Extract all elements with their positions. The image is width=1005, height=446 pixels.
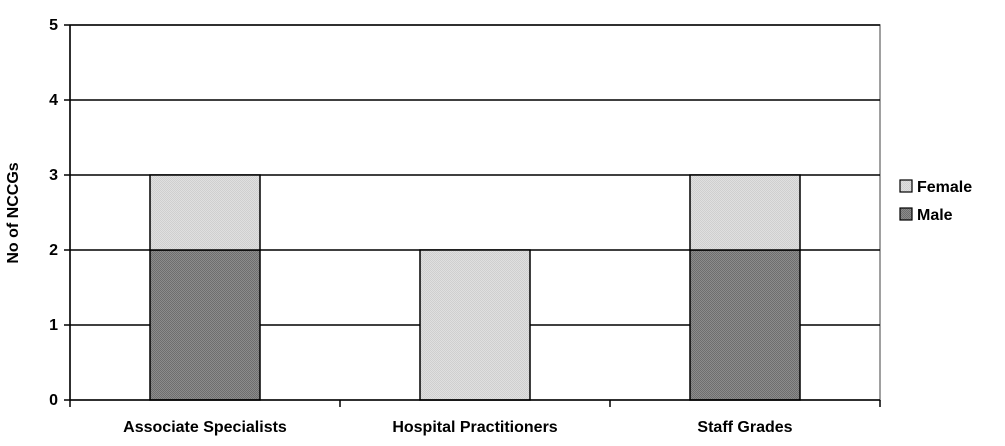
legend-swatch-female	[899, 179, 913, 193]
y-tick-label: 0	[49, 392, 58, 409]
bar-female-2	[689, 174, 801, 251]
bar-male-0	[149, 249, 261, 401]
y-tick-label: 3	[49, 167, 58, 184]
bar-male-2	[689, 249, 801, 401]
y-tick-label: 5	[49, 17, 58, 34]
legend-swatch-male	[899, 207, 913, 221]
x-tick-label: Associate Specialists	[123, 419, 287, 436]
bar-female-1	[419, 249, 531, 401]
y-axis-label: No of NCCGs	[5, 162, 22, 263]
bar-female-0	[149, 174, 261, 251]
x-tick-label: Hospital Practitioners	[392, 419, 557, 436]
legend-label-female: Female	[917, 179, 972, 196]
bars	[149, 174, 801, 401]
y-tick-label: 4	[49, 92, 58, 109]
axes	[64, 24, 881, 407]
x-tick-labels: Associate Specialists Hospital Practition…	[123, 419, 792, 436]
legend-label-male: Male	[917, 207, 953, 224]
y-tick-labels: 0 1 2 3 4 5	[49, 17, 58, 409]
legend: Female Male	[899, 179, 972, 224]
y-tick-label: 2	[49, 242, 58, 259]
x-tick-label: Staff Grades	[697, 419, 792, 436]
y-tick-label: 1	[49, 317, 58, 334]
